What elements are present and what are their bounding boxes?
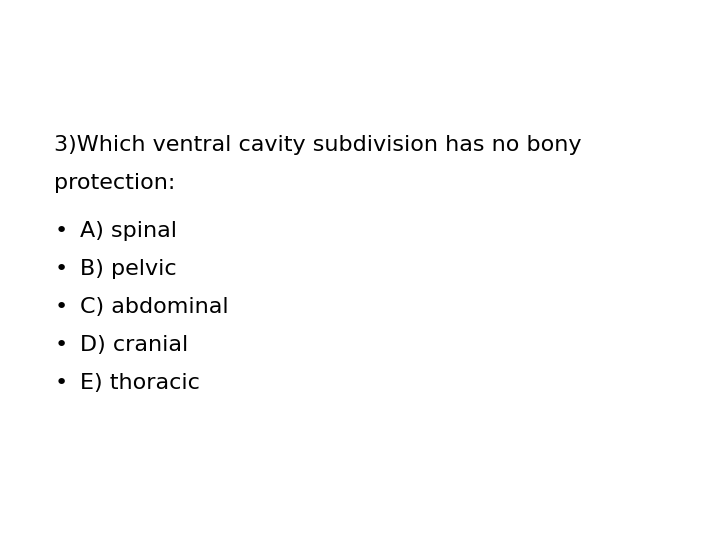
Text: •: •: [55, 259, 68, 279]
Text: •: •: [55, 221, 68, 241]
Text: B) pelvic: B) pelvic: [80, 259, 176, 279]
Text: C) abdominal: C) abdominal: [80, 297, 229, 317]
Text: 3)Which ventral cavity subdivision has no bony: 3)Which ventral cavity subdivision has n…: [54, 135, 582, 155]
Text: D) cranial: D) cranial: [80, 335, 188, 355]
Text: E) thoracic: E) thoracic: [80, 373, 200, 393]
Text: A) spinal: A) spinal: [80, 221, 177, 241]
Text: protection:: protection:: [54, 173, 176, 193]
Text: •: •: [55, 297, 68, 317]
Text: •: •: [55, 335, 68, 355]
Text: •: •: [55, 373, 68, 393]
